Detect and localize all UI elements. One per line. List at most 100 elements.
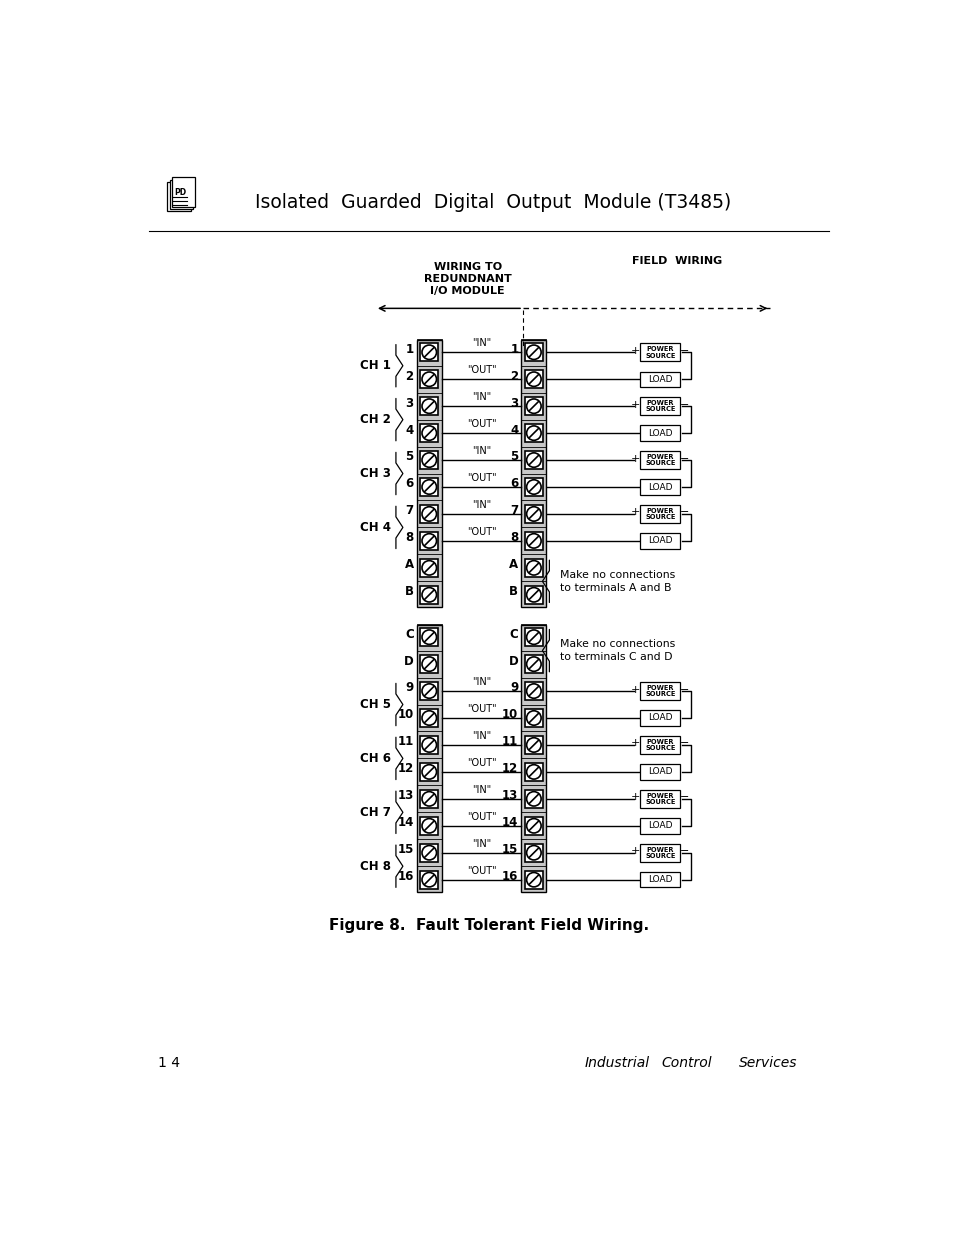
Bar (524, 424, 542, 442)
Text: A: A (509, 558, 517, 572)
Circle shape (421, 684, 436, 698)
Bar (521, 625, 546, 892)
Text: 9: 9 (510, 682, 517, 694)
Bar (524, 629, 542, 646)
Text: −: − (679, 793, 689, 803)
Bar (639, 818, 679, 834)
Text: +: + (630, 846, 639, 856)
Text: 16: 16 (397, 871, 414, 883)
Text: 14: 14 (501, 816, 517, 829)
Text: LOAD: LOAD (647, 876, 672, 884)
Text: +: + (630, 346, 639, 356)
Text: 4: 4 (510, 424, 517, 436)
Bar (524, 763, 542, 781)
Bar (419, 451, 437, 469)
Text: 10: 10 (397, 709, 414, 721)
Bar (419, 709, 437, 727)
Circle shape (526, 345, 540, 359)
Circle shape (526, 479, 540, 494)
Text: 15: 15 (501, 844, 517, 856)
Circle shape (421, 372, 436, 387)
Bar (524, 844, 542, 862)
Bar (639, 372, 679, 387)
Text: +: + (630, 453, 639, 463)
Bar (639, 479, 679, 495)
Bar (524, 655, 542, 673)
Text: CH 5: CH 5 (360, 698, 391, 711)
Text: Figure 8.  Fault Tolerant Field Wiring.: Figure 8. Fault Tolerant Field Wiring. (329, 919, 648, 934)
Bar (419, 816, 437, 835)
Circle shape (421, 737, 436, 752)
Text: "OUT": "OUT" (466, 758, 496, 768)
Text: A: A (404, 558, 414, 572)
Text: +: + (630, 739, 639, 748)
Text: 13: 13 (397, 789, 414, 803)
Text: LOAD: LOAD (647, 536, 672, 546)
Text: Make no connections
to terminals C and D: Make no connections to terminals C and D (559, 638, 675, 662)
Bar (419, 736, 437, 753)
Bar (419, 370, 437, 388)
Text: "OUT": "OUT" (466, 704, 496, 714)
Bar (639, 505, 679, 524)
Text: −: − (679, 684, 689, 694)
Circle shape (526, 588, 540, 601)
Bar (524, 736, 542, 753)
Text: 4: 4 (405, 424, 414, 436)
Bar (170, 180, 193, 209)
Text: WIRING TO
REDUNDNANT
I/O MODULE: WIRING TO REDUNDNANT I/O MODULE (423, 262, 511, 296)
Text: CH 3: CH 3 (360, 467, 391, 480)
Circle shape (526, 737, 540, 752)
Circle shape (526, 657, 540, 672)
Text: LOAD: LOAD (647, 767, 672, 777)
Circle shape (526, 792, 540, 806)
Text: D: D (508, 655, 517, 668)
Bar (524, 532, 542, 550)
Text: POWER
SOURCE: POWER SOURCE (644, 508, 675, 520)
Bar (524, 559, 542, 577)
Text: 15: 15 (397, 844, 414, 856)
Bar (419, 629, 437, 646)
Bar (524, 370, 542, 388)
Bar (419, 844, 437, 862)
Circle shape (421, 506, 436, 521)
Bar (524, 505, 542, 522)
Bar (639, 736, 679, 755)
Bar (524, 790, 542, 808)
Bar (419, 398, 437, 415)
Bar (639, 710, 679, 726)
Text: 13: 13 (501, 789, 517, 803)
Text: Isolated  Guarded  Digital  Output  Module (T3485): Isolated Guarded Digital Output Module (… (254, 193, 730, 211)
Text: −: − (679, 846, 689, 856)
Text: −: − (679, 400, 689, 410)
Bar (524, 343, 542, 362)
Circle shape (421, 453, 436, 467)
Bar (419, 655, 437, 673)
Text: "IN": "IN" (472, 500, 491, 510)
Text: +: + (630, 793, 639, 803)
Text: 5: 5 (405, 451, 414, 463)
Text: 11: 11 (501, 735, 517, 748)
Bar (419, 585, 437, 604)
Text: 8: 8 (510, 531, 517, 545)
Bar (419, 559, 437, 577)
Text: 9: 9 (405, 682, 414, 694)
Circle shape (421, 561, 436, 576)
Circle shape (421, 764, 436, 779)
Bar (639, 682, 679, 700)
Bar (419, 871, 437, 889)
Bar (524, 478, 542, 496)
Text: 1: 1 (510, 342, 517, 356)
Text: FIELD  WIRING: FIELD WIRING (632, 256, 721, 266)
Text: 1: 1 (405, 342, 414, 356)
Text: 12: 12 (501, 762, 517, 776)
Bar (524, 398, 542, 415)
Circle shape (421, 792, 436, 806)
Text: CH 2: CH 2 (360, 414, 391, 426)
Bar (416, 625, 441, 892)
Bar (521, 340, 546, 608)
Text: CH 1: CH 1 (360, 359, 391, 372)
Text: 11: 11 (397, 735, 414, 748)
Circle shape (526, 711, 540, 725)
Text: LOAD: LOAD (647, 374, 672, 384)
Bar (524, 871, 542, 889)
